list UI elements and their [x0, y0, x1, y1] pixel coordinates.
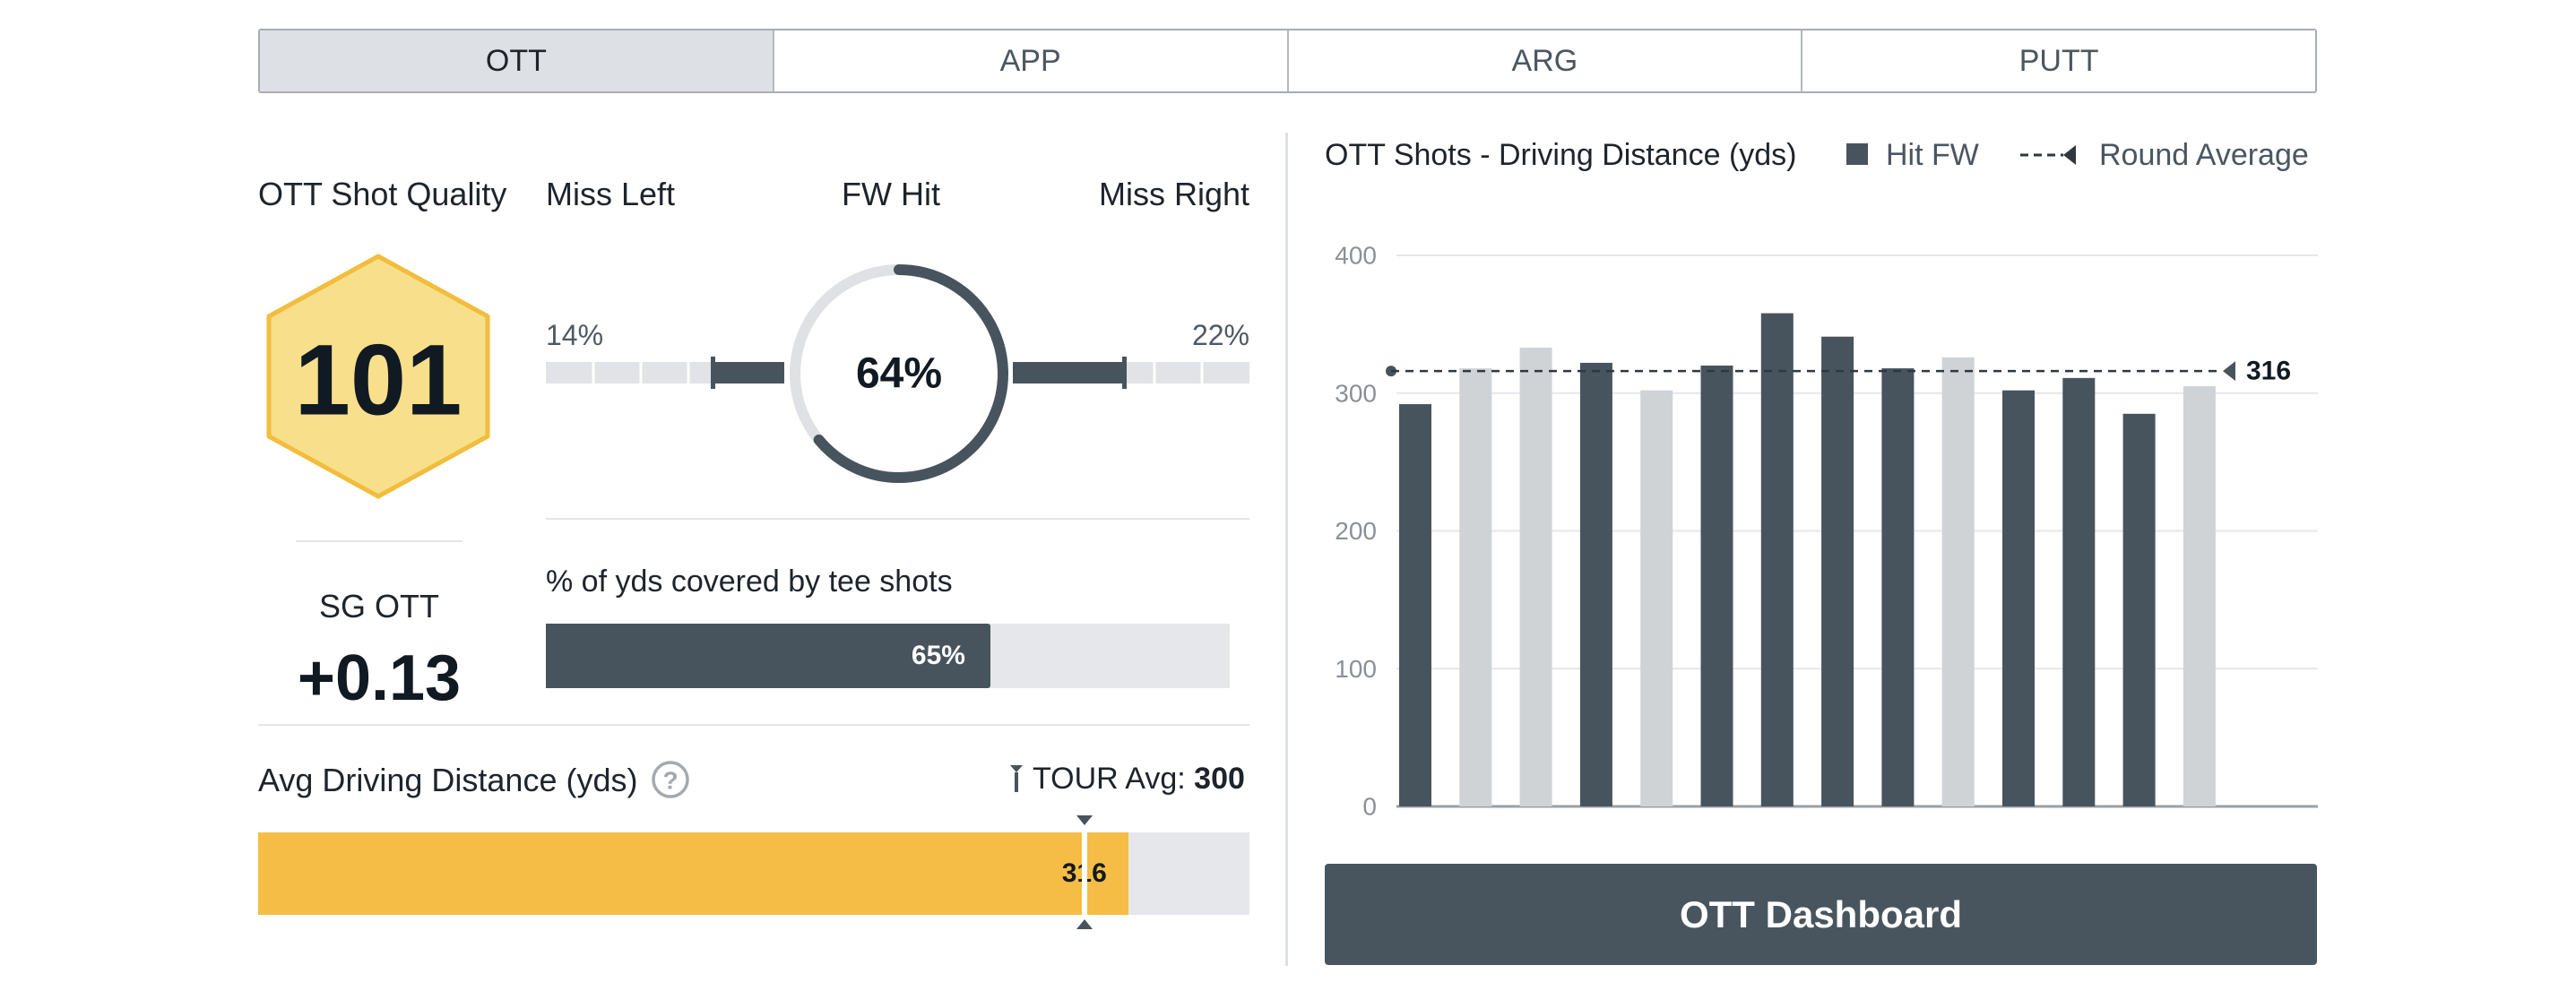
fw-hit-pct: 64%: [856, 350, 942, 398]
shot-quality-value: 101: [295, 324, 462, 436]
divider: [296, 540, 462, 542]
tab-app[interactable]: APP: [774, 30, 1289, 91]
fw-hit-arc: [813, 264, 1008, 483]
y-tick-label: 200: [1335, 517, 1377, 545]
driving-distance-chart: 0 100 200 300 400 316: [1335, 242, 2318, 821]
bar: [1519, 348, 1552, 806]
bar: [1579, 362, 1612, 806]
shot-quality-badge: 101: [266, 254, 490, 499]
yds-covered-fill: 65%: [546, 624, 990, 688]
tab-arg[interactable]: ARG: [1288, 30, 1803, 91]
miss-right-bar: [1013, 357, 1249, 389]
legend-round-average-icon: [2020, 145, 2076, 165]
miss-right-marker: [1122, 357, 1127, 389]
bar: [1881, 368, 1915, 806]
tab-putt[interactable]: PUTT: [1802, 30, 2315, 91]
bar: [1941, 357, 1975, 806]
bar: [2062, 377, 2096, 806]
bar: [1459, 368, 1492, 806]
tour-avg-top-marker: [1076, 815, 1093, 825]
bar: [1760, 313, 1794, 806]
tour-avg-line: [1081, 832, 1087, 915]
avg-drive-fill: 316: [258, 832, 1128, 915]
legend-hit-fw-swatch: [1846, 143, 1868, 165]
y-tick-label: 400: [1335, 242, 1377, 270]
round-average-marker: [2223, 361, 2235, 382]
tour-avg-value: 300: [1194, 762, 1245, 796]
bar: [1399, 404, 1431, 806]
tour-avg: TOUR Avg: 300: [1033, 762, 1245, 797]
avg-drive-bar: 316: [258, 832, 1249, 915]
y-tick-label: 0: [1362, 793, 1377, 821]
legend-hit-fw-label: Hit FW: [1886, 138, 1979, 172]
miss-right-fill: [1013, 362, 1124, 383]
miss-right-label: Miss Right: [1098, 176, 1249, 212]
round-average-value: 316: [2246, 357, 2291, 386]
sg-ott-label: SG OTT: [319, 588, 439, 625]
miss-left-pct: 14%: [546, 319, 604, 351]
miss-left-bar: [546, 357, 784, 389]
sg-ott-value: +0.13: [297, 642, 462, 714]
bar: [2183, 386, 2216, 806]
tab-ott[interactable]: OTT: [260, 30, 774, 91]
miss-left-fill: [713, 362, 784, 383]
tour-marker-icon: [1010, 765, 1023, 792]
fw-hit-ring: 64%: [790, 264, 1008, 483]
ott-dashboard-button[interactable]: OTT Dashboard: [1325, 864, 2317, 965]
shot-type-tabs: OTT APP ARG PUTT: [258, 29, 2317, 93]
fw-hit-label: FW Hit: [842, 176, 940, 212]
miss-left-label: Miss Left: [546, 176, 676, 212]
bar: [2122, 413, 2156, 806]
yds-covered-value: 65%: [911, 641, 965, 670]
panel-divider: [1285, 133, 1288, 966]
avg-drive-label: Avg Driving Distance (yds): [258, 762, 638, 798]
chart-title: OTT Shots - Driving Distance (yds): [1325, 138, 1797, 172]
svg-text:?: ?: [662, 767, 678, 795]
bar: [1700, 366, 1733, 806]
y-tick-label: 300: [1335, 379, 1377, 407]
tour-avg-bottom-marker: [1076, 919, 1093, 929]
miss-right-pct: 22%: [1191, 319, 1249, 351]
divider: [258, 724, 1249, 726]
tour-avg-label: TOUR Avg:: [1033, 762, 1186, 796]
shot-quality-title: OTT Shot Quality: [258, 176, 507, 212]
legend-round-average-label: Round Average: [2099, 138, 2309, 172]
bar: [2002, 390, 2035, 806]
yds-covered-bar: 65%: [546, 624, 1230, 688]
divider: [546, 518, 1249, 520]
y-tick-label: 100: [1335, 655, 1377, 683]
bar: [1821, 336, 1854, 806]
question-circle-icon[interactable]: ?: [651, 760, 690, 799]
yds-covered-label: % of yds covered by tee shots: [546, 564, 953, 599]
bar: [1640, 390, 1673, 806]
miss-left-marker: [711, 357, 715, 389]
